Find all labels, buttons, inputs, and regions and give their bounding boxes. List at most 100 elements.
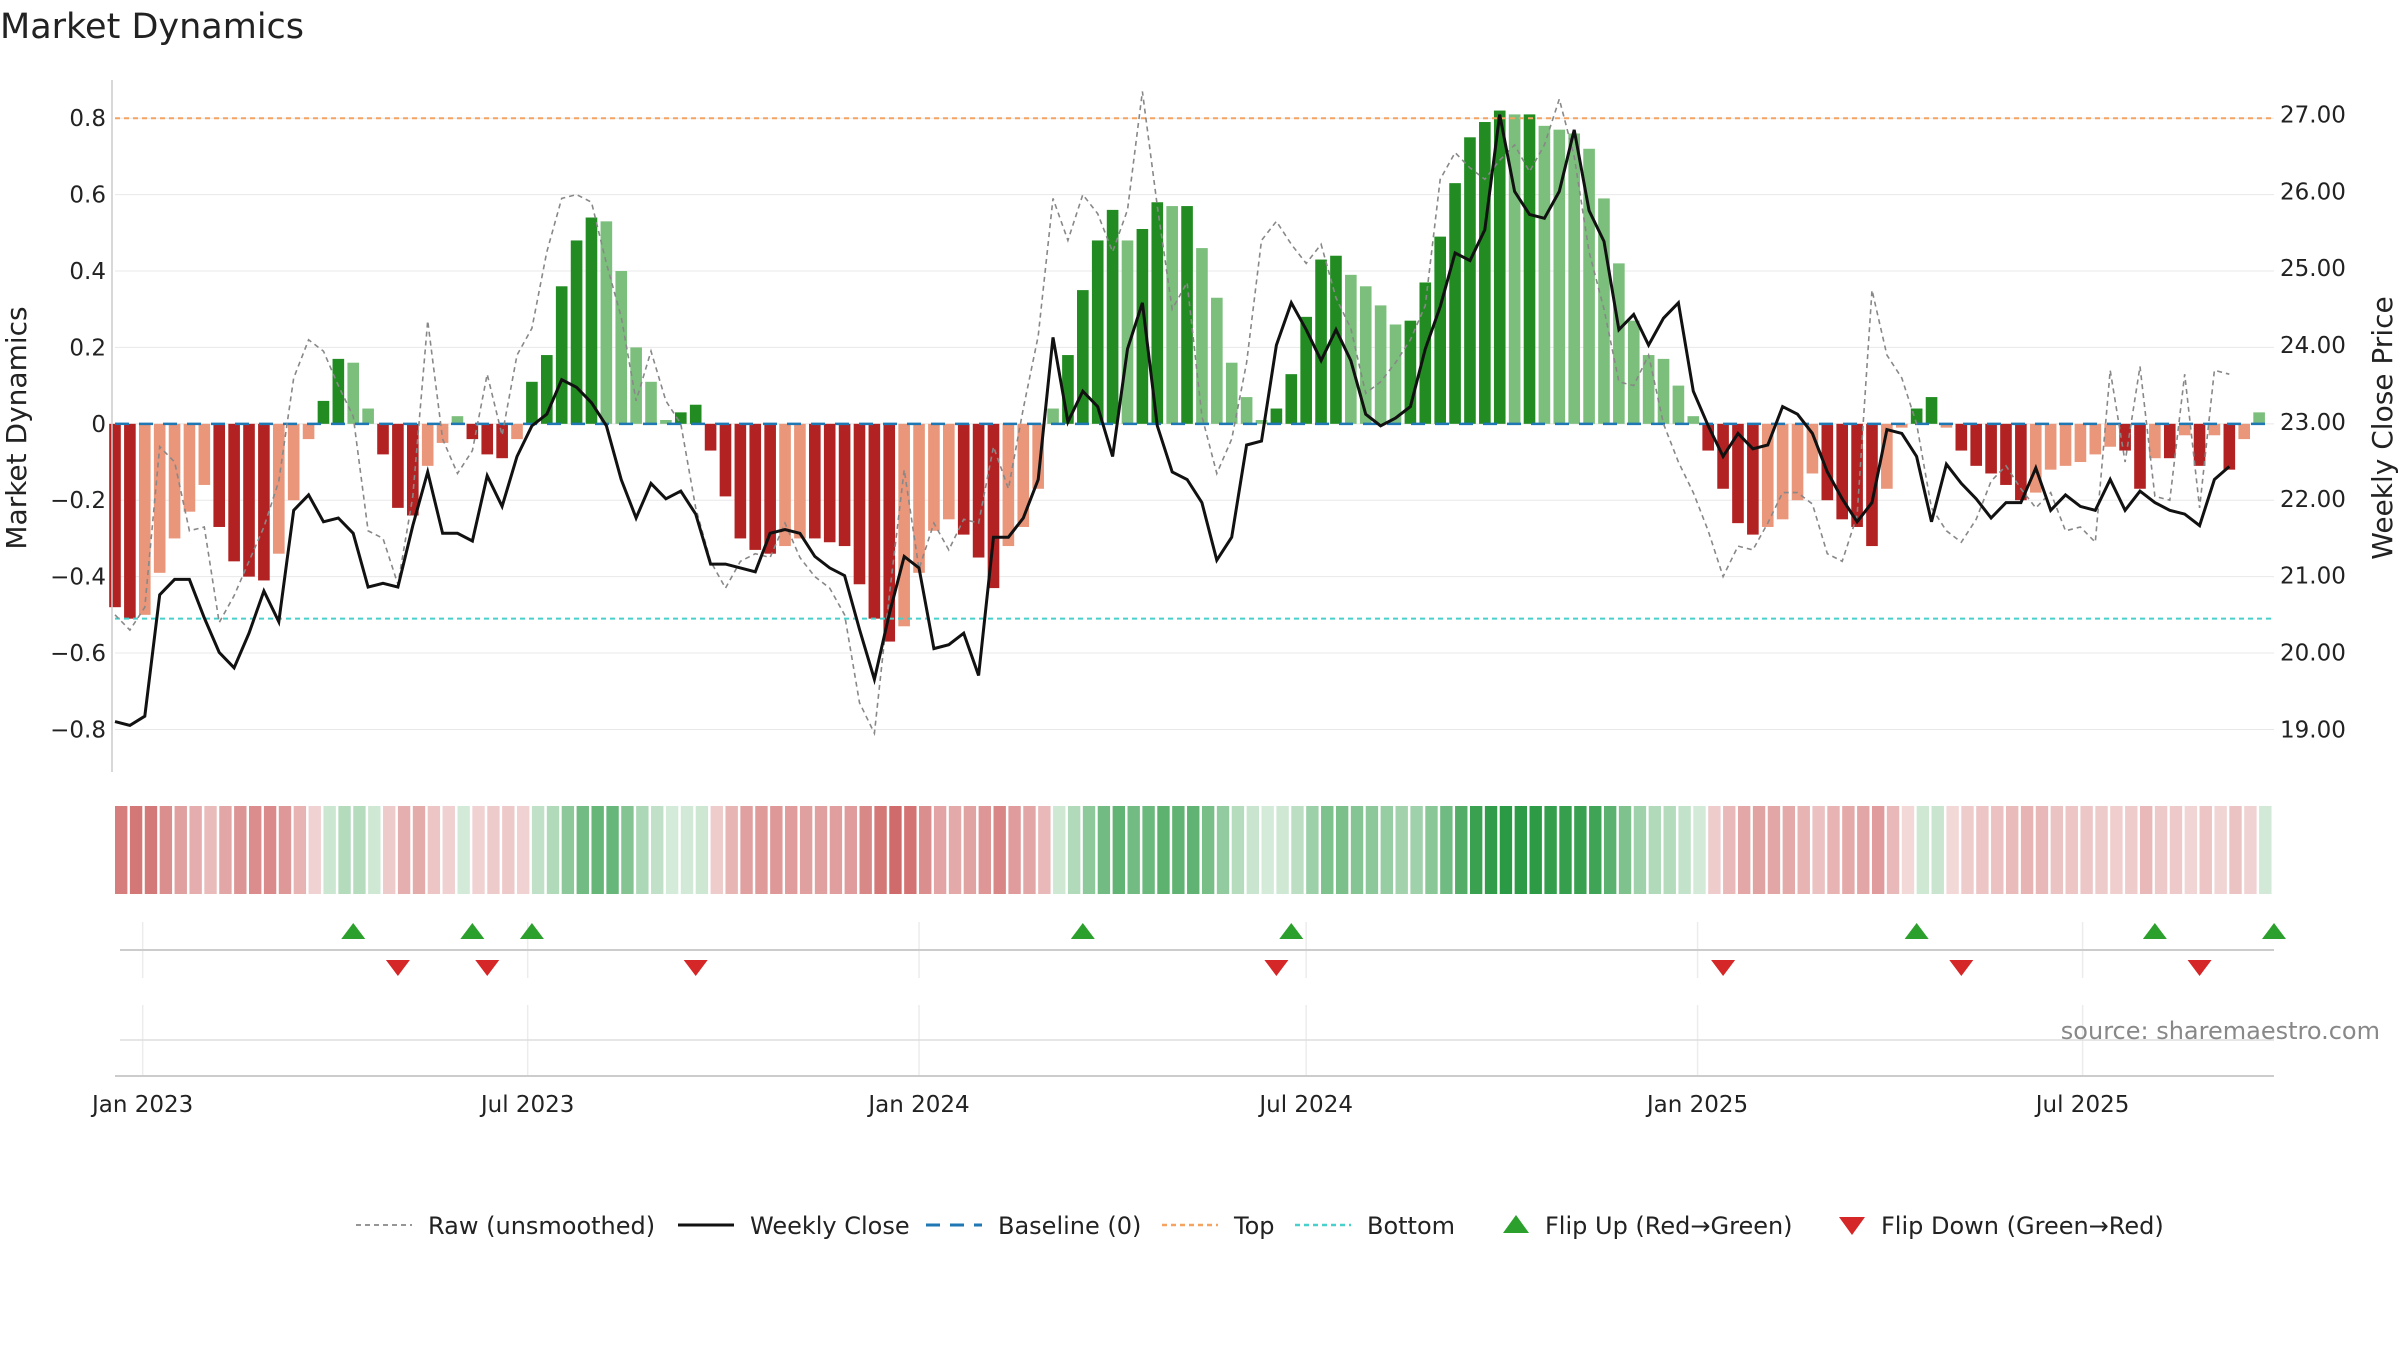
dynamics-bar [347, 362, 360, 424]
heat-cell [1529, 806, 1542, 894]
heat-cell [368, 806, 381, 894]
dynamics-bar [1895, 423, 1908, 428]
dynamics-bar [1285, 374, 1298, 424]
flip-down-marker [2187, 960, 2212, 976]
dynamics-bar [734, 423, 747, 539]
heat-cell [1395, 806, 1408, 894]
heat-cell [1991, 806, 2004, 894]
dynamics-bar [1910, 408, 1923, 424]
heat-cell [1142, 806, 1155, 894]
heat-cell [174, 806, 187, 894]
heat-cell [1752, 806, 1766, 894]
right-axis-title: Weekly Close Price [2366, 296, 2399, 559]
heat-cell [1663, 806, 1676, 894]
dynamics-bar [272, 423, 285, 554]
dynamics-bar [1270, 408, 1283, 424]
dynamics-bar [1866, 423, 1878, 547]
dynamics-bar [1166, 206, 1178, 424]
dynamics-bar [1136, 228, 1149, 424]
right-axis: 27.00 26.00 25.00 24.00 23.00 22.00 21.00 20.00… [2280, 103, 2346, 744]
raw-series-line [114, 91, 2230, 737]
heat-cell [814, 806, 828, 894]
heat-cell [1886, 806, 1900, 894]
heat-cell [1678, 806, 1691, 894]
right-tick-label: 20.00 [2280, 640, 2346, 666]
heat-cell [2244, 806, 2257, 894]
dynamics-bar [496, 423, 508, 459]
heat-cell [1544, 806, 1557, 894]
dynamics-bar [913, 423, 925, 573]
dynamics-bar [1330, 255, 1342, 424]
dynamics-bar [1761, 423, 1774, 527]
heat-cell [1559, 806, 1572, 894]
dynamics-bar [1077, 290, 1089, 424]
heat-cell [2005, 806, 2019, 894]
heat-cell [919, 806, 932, 894]
dynamics-bar [2074, 423, 2087, 463]
right-tick-label: 27.00 [2280, 103, 2346, 129]
heat-cell [1127, 806, 1140, 894]
dynamics-bar [198, 423, 211, 485]
heat-cell [1946, 806, 1959, 894]
dynamics-bar [1151, 202, 1164, 424]
dynamics-bar [1479, 122, 1491, 424]
dynamics-bar [749, 423, 762, 550]
dynamics-bar [1196, 248, 1208, 424]
heat-cell [1246, 806, 1260, 894]
heat-cell [799, 806, 813, 894]
dynamics-bar [645, 381, 657, 424]
flip-up-marker [2262, 923, 2286, 939]
dynamics-bar [2163, 423, 2176, 459]
dynamics-bar [302, 423, 315, 440]
dynamics-bar [1747, 423, 1759, 535]
heat-cell [427, 806, 441, 894]
heat-cell [1931, 806, 1944, 894]
dynamics-bar [451, 416, 464, 424]
left-tick-label: −0.6 [50, 641, 106, 667]
heat-cell [889, 806, 902, 894]
heat-cell [2035, 806, 2049, 894]
dynamics-bar [1091, 240, 1104, 424]
dynamics-bar [109, 423, 121, 608]
dynamics-bar [1225, 362, 1238, 424]
dynamics-bar [883, 423, 896, 642]
heat-cell [1857, 806, 1870, 894]
dynamics-bar [228, 423, 240, 562]
right-tick-label: 25.00 [2280, 256, 2346, 282]
flip-up-marker [341, 923, 366, 939]
dynamics-bar [317, 400, 330, 424]
date-axis-panel: Jan 2023 Jul 2023 Jan 2024 Jul 2024 Jan 2025… [90, 1005, 2274, 1118]
heat-cell [1410, 806, 1423, 894]
dynamics-bar [972, 423, 985, 558]
dynamics-bar [957, 423, 970, 535]
dynamics-bar [258, 423, 270, 581]
dynamics-bar [719, 423, 732, 497]
heat-cell [2050, 806, 2064, 894]
heat-cell [665, 806, 679, 894]
dynamics-bar [2000, 423, 2012, 485]
heat-cell [874, 806, 887, 894]
heat-cell [725, 806, 738, 894]
dynamics-bar [1211, 297, 1223, 424]
dynamics-bar [838, 423, 851, 547]
heat-cell [651, 806, 664, 894]
heat-cell [1067, 806, 1081, 894]
left-tick-label: 0.4 [69, 259, 106, 285]
dynamics-bar [1806, 423, 1819, 474]
dynamics-bar [570, 240, 583, 424]
source-note: source: sharemaestro.com [2061, 1017, 2380, 1045]
dynamics-bar [2208, 423, 2221, 436]
heat-cell [576, 806, 589, 894]
dynamics-bar [1657, 358, 1670, 424]
heat-cell [1812, 806, 1825, 894]
dynamics-bar [868, 423, 881, 619]
dynamics-bar [615, 271, 628, 424]
heat-cell [159, 806, 173, 894]
heat-cell [1484, 806, 1498, 894]
heat-cell [1306, 806, 1319, 894]
heat-cell [1082, 806, 1096, 894]
left-tick-label: −0.2 [50, 488, 106, 514]
dynamics-bar [674, 412, 687, 424]
dynamics-bar [1836, 423, 1849, 520]
legend-label: Flip Down (Green→Red) [1881, 1212, 2164, 1240]
